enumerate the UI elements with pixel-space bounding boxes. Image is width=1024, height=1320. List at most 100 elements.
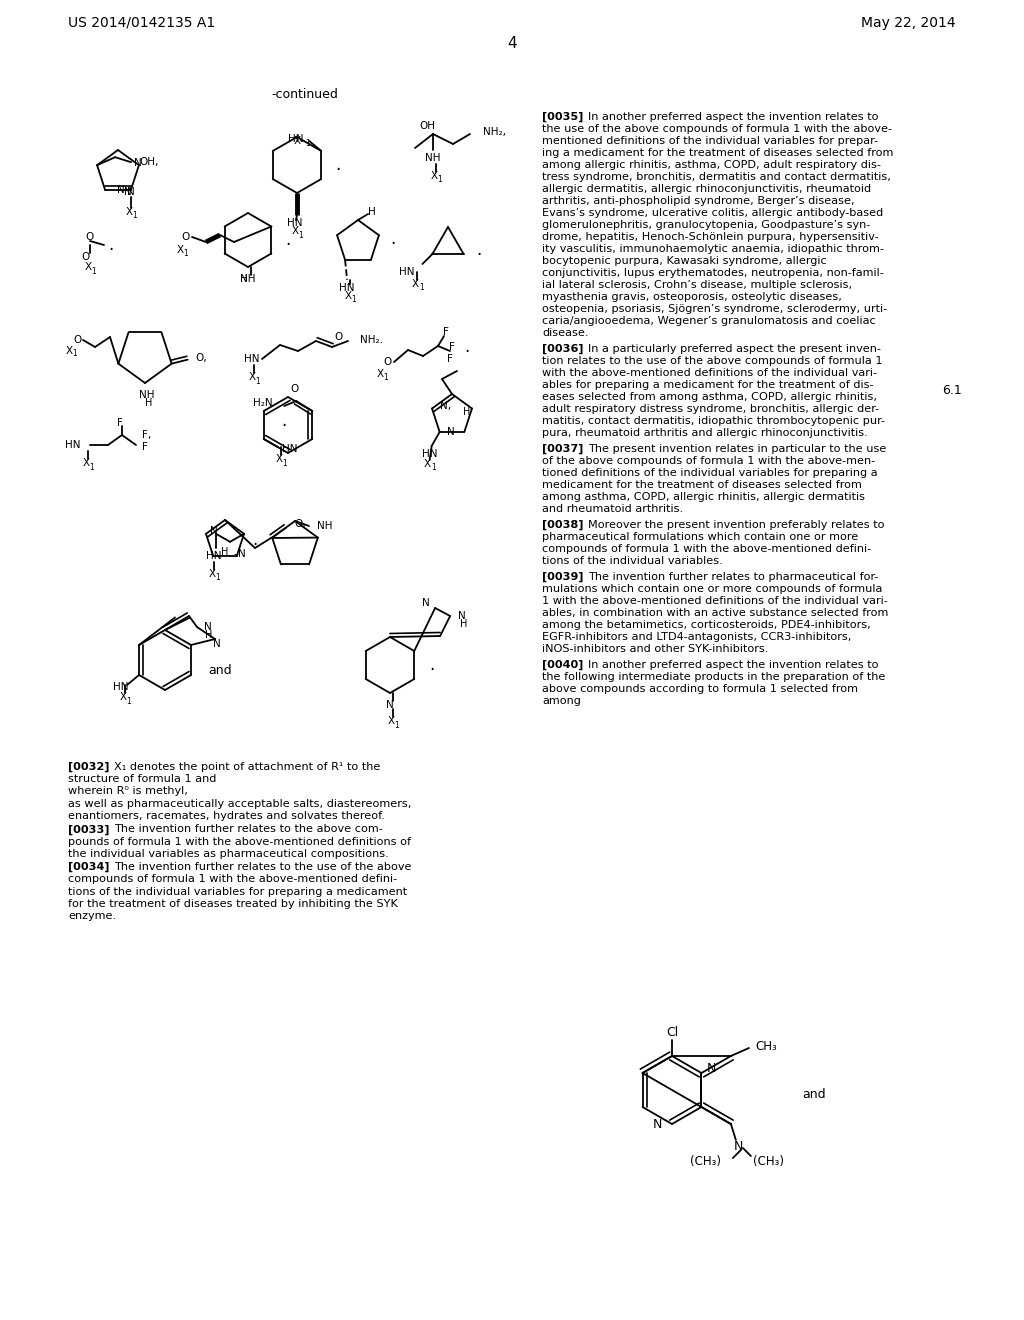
Text: glomerulonephritis, granulocytopenia, Goodpasture’s syn-: glomerulonephritis, granulocytopenia, Go…: [542, 220, 870, 230]
Text: myasthenia gravis, osteoporosis, osteolytic diseases,: myasthenia gravis, osteoporosis, osteoly…: [542, 292, 842, 302]
Text: 1: 1: [419, 284, 424, 293]
Text: [0040]: [0040]: [542, 660, 584, 671]
Text: 1: 1: [305, 140, 309, 149]
Text: H: H: [461, 619, 468, 630]
Text: N: N: [386, 700, 394, 710]
Text: 1: 1: [132, 211, 137, 220]
Text: Moreover the present invention preferably relates to: Moreover the present invention preferabl…: [588, 520, 885, 531]
Text: The invention further relates to pharmaceutical for-: The invention further relates to pharmac…: [588, 572, 879, 582]
Text: 1: 1: [127, 697, 131, 705]
Text: with the above-mentioned definitions of the individual vari-: with the above-mentioned definitions of …: [542, 368, 877, 378]
Text: X: X: [66, 346, 73, 356]
Text: O: O: [86, 232, 94, 242]
Text: .: .: [464, 338, 469, 356]
Text: ables, in combination with an active substance selected from: ables, in combination with an active sub…: [542, 609, 889, 618]
Text: HN: HN: [288, 218, 303, 228]
Text: pounds of formula 1 with the above-mentioned definitions of: pounds of formula 1 with the above-menti…: [68, 837, 411, 846]
Text: N: N: [134, 158, 141, 168]
Text: 1: 1: [216, 573, 220, 582]
Text: 1: 1: [351, 296, 356, 305]
Text: tions of the individual variables for preparing a medicament: tions of the individual variables for pr…: [68, 887, 408, 896]
Text: -continued: -continued: [271, 88, 339, 102]
Text: X: X: [84, 261, 91, 272]
Text: F: F: [443, 327, 449, 337]
Text: for the treatment of diseases treated by inhibiting the SYK: for the treatment of diseases treated by…: [68, 899, 398, 908]
Text: N: N: [124, 187, 132, 197]
Text: X: X: [249, 372, 256, 381]
Text: bocytopenic purpura, Kawasaki syndrome, allergic: bocytopenic purpura, Kawasaki syndrome, …: [542, 256, 826, 267]
Text: .: .: [282, 412, 287, 430]
Text: N: N: [734, 1139, 743, 1152]
Text: Cl: Cl: [666, 1026, 678, 1039]
Text: and: and: [208, 664, 231, 676]
Text: .: .: [429, 656, 434, 675]
Text: among allergic rhinitis, asthma, COPD, adult respiratory dis-: among allergic rhinitis, asthma, COPD, a…: [542, 160, 881, 170]
Text: above compounds according to formula 1 selected from: above compounds according to formula 1 s…: [542, 684, 858, 694]
Text: X: X: [430, 172, 437, 181]
Text: disease.: disease.: [542, 327, 589, 338]
Text: Evans’s syndrome, ulcerative colitis, allergic antibody-based: Evans’s syndrome, ulcerative colitis, al…: [542, 209, 884, 218]
Text: (CH₃): (CH₃): [753, 1155, 784, 1167]
Text: among asthma, COPD, allergic rhinitis, allergic dermatitis: among asthma, COPD, allergic rhinitis, a…: [542, 492, 865, 502]
Text: EGFR-inhibitors and LTD4-antagonists, CCR3-inhibitors,: EGFR-inhibitors and LTD4-antagonists, CC…: [542, 632, 851, 642]
Text: eases selected from among asthma, COPD, allergic rhinitis,: eases selected from among asthma, COPD, …: [542, 392, 877, 403]
Text: US 2014/0142135 A1: US 2014/0142135 A1: [68, 16, 215, 30]
Text: O: O: [182, 232, 190, 242]
Text: N: N: [204, 622, 212, 632]
Text: HN: HN: [422, 449, 437, 459]
Text: 1: 1: [91, 267, 96, 276]
Text: among the betamimetics, corticosteroids, PDE4-inhibitors,: among the betamimetics, corticosteroids,…: [542, 620, 870, 630]
Text: X₁ denotes the point of attachment of R¹ to the: X₁ denotes the point of attachment of R¹…: [114, 762, 380, 772]
Text: O: O: [384, 356, 392, 367]
Text: HN: HN: [114, 682, 129, 692]
Text: mentioned definitions of the individual variables for prepar-: mentioned definitions of the individual …: [542, 136, 878, 147]
Text: N: N: [707, 1061, 716, 1074]
Text: NH₂.: NH₂.: [360, 335, 383, 345]
Text: X: X: [120, 692, 127, 702]
Text: .: .: [335, 156, 340, 174]
Text: [0039]: [0039]: [542, 572, 584, 582]
Text: –: –: [233, 549, 239, 560]
Text: 1: 1: [384, 374, 388, 383]
Text: N,: N,: [440, 400, 452, 411]
Text: [0036]: [0036]: [542, 345, 584, 354]
Text: N: N: [213, 639, 221, 649]
Text: In a particularly preferred aspect the present inven-: In a particularly preferred aspect the p…: [588, 345, 881, 354]
Text: ity vasculitis, immunohaemolytic anaemia, idiopathic throm-: ity vasculitis, immunohaemolytic anaemia…: [542, 244, 884, 253]
Text: 1: 1: [90, 462, 94, 471]
Text: HN: HN: [206, 550, 222, 561]
Text: .: .: [476, 242, 481, 259]
Text: compounds of formula 1 with the above-mentioned defini-: compounds of formula 1 with the above-me…: [68, 874, 397, 884]
Text: .: .: [390, 230, 395, 248]
Text: arthritis, anti-phospholipid syndrome, Berger’s disease,: arthritis, anti-phospholipid syndrome, B…: [542, 195, 855, 206]
Text: 1 with the above-mentioned definitions of the individual vari-: 1 with the above-mentioned definitions o…: [542, 597, 888, 606]
Text: In another preferred aspect the invention relates to: In another preferred aspect the inventio…: [588, 660, 879, 671]
Text: [0035]: [0035]: [542, 112, 584, 123]
Text: of the above compounds of formula 1 with the above-men-: of the above compounds of formula 1 with…: [542, 455, 876, 466]
Text: tions of the individual variables.: tions of the individual variables.: [542, 556, 723, 566]
Text: HN: HN: [399, 267, 415, 277]
Text: among: among: [542, 696, 581, 706]
Text: ables for preparing a medicament for the treatment of dis-: ables for preparing a medicament for the…: [542, 380, 873, 389]
Text: HN: HN: [288, 135, 303, 144]
Text: 1: 1: [394, 721, 399, 730]
Text: F,: F,: [142, 430, 152, 440]
Text: 4: 4: [507, 36, 517, 50]
Text: the following intermediate products in the preparation of the: the following intermediate products in t…: [542, 672, 886, 682]
Text: N: N: [422, 598, 430, 609]
Text: 1: 1: [437, 176, 442, 185]
Text: H: H: [206, 630, 213, 640]
Text: X: X: [294, 136, 301, 147]
Text: F: F: [142, 442, 147, 451]
Text: wherein R⁰ is methyl,: wherein R⁰ is methyl,: [68, 787, 187, 796]
Text: X: X: [83, 458, 89, 469]
Text: O: O: [73, 335, 81, 345]
Text: 6.1: 6.1: [942, 384, 962, 396]
Text: H: H: [145, 399, 153, 408]
Text: HN: HN: [65, 440, 80, 450]
Text: OH,: OH,: [139, 157, 159, 168]
Text: medicament for the treatment of diseases selected from: medicament for the treatment of diseases…: [542, 480, 862, 490]
Text: .: .: [252, 531, 258, 549]
Text: tioned definitions of the individual variables for preparing a: tioned definitions of the individual var…: [542, 469, 878, 478]
Text: NH₂,: NH₂,: [483, 127, 506, 137]
